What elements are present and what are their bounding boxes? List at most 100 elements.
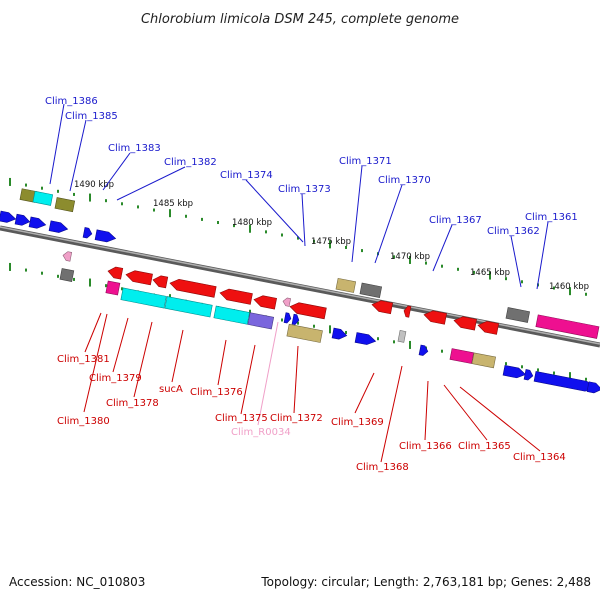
forward-gene-arrow[interactable] xyxy=(418,344,429,356)
gene-label[interactable]: Clim_1378 xyxy=(106,398,159,409)
feature-box[interactable] xyxy=(535,314,600,339)
gene-label[interactable]: Clim_1364 xyxy=(513,452,566,463)
feature-box[interactable] xyxy=(120,287,167,309)
forward-gene-arrow[interactable] xyxy=(523,369,534,381)
gene-label[interactable]: Clim_R0034 xyxy=(231,427,291,438)
reverse-gene-arrow[interactable] xyxy=(253,294,277,310)
gene-label[interactable]: Clim_1382 xyxy=(164,157,217,168)
reverse-gene-arrow[interactable] xyxy=(62,251,73,262)
gene-label[interactable]: Clim_1383 xyxy=(108,143,161,154)
feature-boxes xyxy=(19,188,600,369)
gene-label[interactable]: sucA xyxy=(159,384,183,395)
feature-box[interactable] xyxy=(105,280,121,296)
scale-tick xyxy=(521,365,523,369)
gene-label[interactable]: Clim_1380 xyxy=(57,416,110,427)
feature-box[interactable] xyxy=(335,277,357,293)
scale-tick xyxy=(9,262,11,271)
forward-gene-arrow[interactable] xyxy=(82,227,93,239)
scale-tick xyxy=(153,208,155,212)
feature-box[interactable] xyxy=(505,307,530,323)
scale-tick xyxy=(9,177,11,186)
reverse-gene-arrow[interactable] xyxy=(423,309,447,325)
scale-tick xyxy=(313,239,315,243)
gene-label[interactable]: Clim_1381 xyxy=(57,354,110,365)
forward-gene-arrow[interactable] xyxy=(28,216,47,230)
scale-tick xyxy=(105,199,107,203)
feature-box[interactable] xyxy=(247,312,275,330)
scale-tick xyxy=(169,209,171,218)
forward-gene-arrow[interactable] xyxy=(502,365,527,379)
reverse-gene-arrow[interactable] xyxy=(289,301,327,320)
gene-label[interactable]: Clim_1367 xyxy=(429,215,482,226)
feature-box[interactable] xyxy=(54,197,76,213)
gene-label[interactable]: Clim_1374 xyxy=(220,170,273,181)
forward-gene-arrow[interactable] xyxy=(14,213,31,226)
reverse-gene-arrow[interactable] xyxy=(403,305,412,318)
forward-gene-arrow[interactable] xyxy=(533,371,595,392)
forward-gene-labels: Clim_1386 Clim_1385 Clim_1383 Clim_1382 … xyxy=(45,96,578,237)
reverse-gene-arrow[interactable] xyxy=(107,266,124,280)
scale-tick xyxy=(121,287,123,291)
scale-tick xyxy=(89,193,91,202)
feature-box[interactable] xyxy=(286,323,323,343)
feature-box[interactable] xyxy=(359,282,383,298)
scale-tick xyxy=(441,264,443,268)
gene-label[interactable]: Clim_1386 xyxy=(45,96,98,107)
forward-gene-arrow[interactable] xyxy=(291,313,300,325)
gene-label[interactable]: Clim_1376 xyxy=(190,387,243,398)
gene-label[interactable]: Clim_1361 xyxy=(525,212,578,223)
reverse-gene-arrow[interactable] xyxy=(453,315,477,331)
reverse-gene-arrow[interactable] xyxy=(371,299,394,315)
scale-tick xyxy=(377,337,379,341)
forward-strand-genes xyxy=(0,210,600,394)
gene-label[interactable]: Clim_1368 xyxy=(356,462,409,473)
scale-tick xyxy=(313,324,315,328)
reverse-gene-arrow[interactable] xyxy=(125,269,153,286)
forward-gene-arrow[interactable] xyxy=(0,210,17,224)
gene-label[interactable]: Clim_1362 xyxy=(487,226,540,237)
scale-tick xyxy=(457,267,459,271)
scale-tick xyxy=(393,255,395,259)
gene-label[interactable]: Clim_1366 xyxy=(399,441,452,452)
feature-box[interactable] xyxy=(449,348,474,364)
scale-label-1485: 1485 kbp xyxy=(153,199,193,209)
scale-label-1490: 1490 kbp xyxy=(74,180,114,190)
scale-tick xyxy=(185,214,187,218)
map-title: Chlorobium limicola DSM 245, complete ge… xyxy=(141,12,459,27)
feature-box[interactable] xyxy=(397,330,407,343)
reverse-gene-arrow[interactable] xyxy=(152,274,169,289)
gene-label[interactable]: Clim_1371 xyxy=(339,156,392,167)
scale-tick xyxy=(569,372,571,381)
reverse-gene-arrow[interactable] xyxy=(169,278,217,298)
gene-label[interactable]: Clim_1370 xyxy=(378,175,431,186)
gene-label[interactable]: Clim_1372 xyxy=(270,413,323,424)
gene-label[interactable]: Clim_1369 xyxy=(331,417,384,428)
scale-tick xyxy=(585,377,587,381)
scale-tick xyxy=(57,189,59,193)
feature-box[interactable] xyxy=(32,190,54,206)
reverse-gene-arrow[interactable] xyxy=(219,288,253,305)
forward-gene-arrow[interactable] xyxy=(94,229,117,244)
gene-label[interactable]: Clim_1385 xyxy=(65,111,118,122)
feature-box[interactable] xyxy=(164,296,213,318)
forward-gene-arrow[interactable] xyxy=(331,327,348,340)
scale-tick xyxy=(89,278,91,287)
gene-label[interactable]: Clim_1373 xyxy=(278,184,331,195)
feature-box[interactable] xyxy=(213,305,250,325)
feature-box[interactable] xyxy=(471,352,496,369)
forward-gene-arrow[interactable] xyxy=(354,332,377,347)
forward-gene-arrow[interactable] xyxy=(283,312,292,324)
feature-box[interactable] xyxy=(59,268,75,282)
reverse-gene-arrow[interactable] xyxy=(282,297,291,307)
gene-label[interactable]: Clim_1365 xyxy=(458,441,511,452)
scale-tick xyxy=(137,205,139,209)
gene-label[interactable]: Clim_1379 xyxy=(89,373,142,384)
forward-gene-arrow[interactable] xyxy=(48,220,69,234)
scale-tick xyxy=(41,186,43,190)
forward-gene-arrow[interactable] xyxy=(586,381,600,394)
reverse-gene-arrow[interactable] xyxy=(477,320,500,335)
scale-tick xyxy=(73,277,75,281)
scale-label-1465: 1465 kbp xyxy=(470,268,510,278)
gene-label[interactable]: Clim_1375 xyxy=(215,413,268,424)
